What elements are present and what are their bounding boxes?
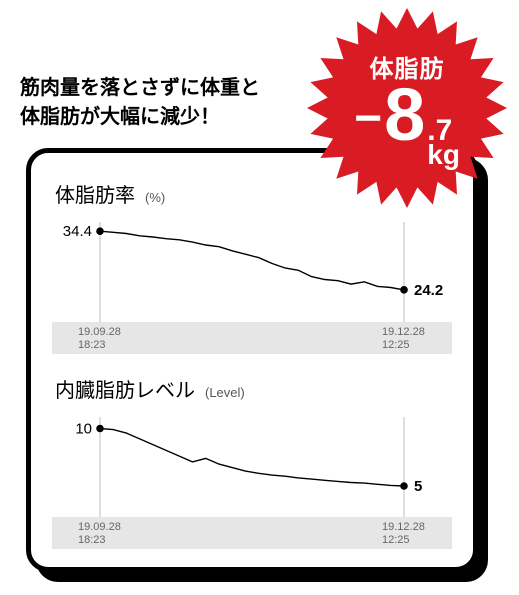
svg-text:19.12.28: 19.12.28 <box>382 521 425 533</box>
chart-title: 内臓脂肪レベル (Level) <box>51 374 453 403</box>
tagline: 筋肉量を落とさずに体重と 体脂肪が大幅に減少！ <box>20 74 260 132</box>
tagline-line1: 筋肉量を落とさずに体重と <box>20 77 260 99</box>
chart-title-text: 内臓脂肪レベル <box>55 374 195 403</box>
chart-svg: 34.4 24.2 19.09.2818:23 19.12.2812:25 <box>51 214 453 364</box>
svg-text:10: 10 <box>75 421 92 438</box>
burst-big: 8 <box>384 78 425 152</box>
tagline-line2: 体脂肪が大幅に減少！ <box>20 106 220 128</box>
svg-text:24.2: 24.2 <box>414 282 443 299</box>
chart-unit: (%) <box>145 190 165 205</box>
burst-minus: − <box>354 95 382 143</box>
svg-text:19.09.28: 19.09.28 <box>78 326 121 338</box>
svg-text:18:23: 18:23 <box>78 534 106 546</box>
svg-text:19.09.28: 19.09.28 <box>78 521 121 533</box>
result-burst: 体脂肪 − 8 .7 kg <box>301 2 513 214</box>
chart-visceral-fat: 内臓脂肪レベル (Level) 10 5 19.09.2818:23 19.12.28… <box>51 374 453 559</box>
svg-text:19.12.28: 19.12.28 <box>382 326 425 338</box>
chart-unit: (Level) <box>205 385 245 400</box>
svg-text:18:23: 18:23 <box>78 339 106 351</box>
burst-unit: kg <box>427 143 460 167</box>
svg-text:12:25: 12:25 <box>382 339 410 351</box>
chart-svg: 10 5 19.09.2818:23 19.12.2812:25 <box>51 409 453 559</box>
svg-text:34.4: 34.4 <box>63 223 92 240</box>
burst-text: 体脂肪 − 8 .7 kg <box>301 2 513 214</box>
burst-number: − 8 .7 kg <box>354 78 460 167</box>
chart-title-text: 体脂肪率 <box>55 179 135 208</box>
svg-text:12:25: 12:25 <box>382 534 410 546</box>
svg-text:5: 5 <box>414 478 422 495</box>
